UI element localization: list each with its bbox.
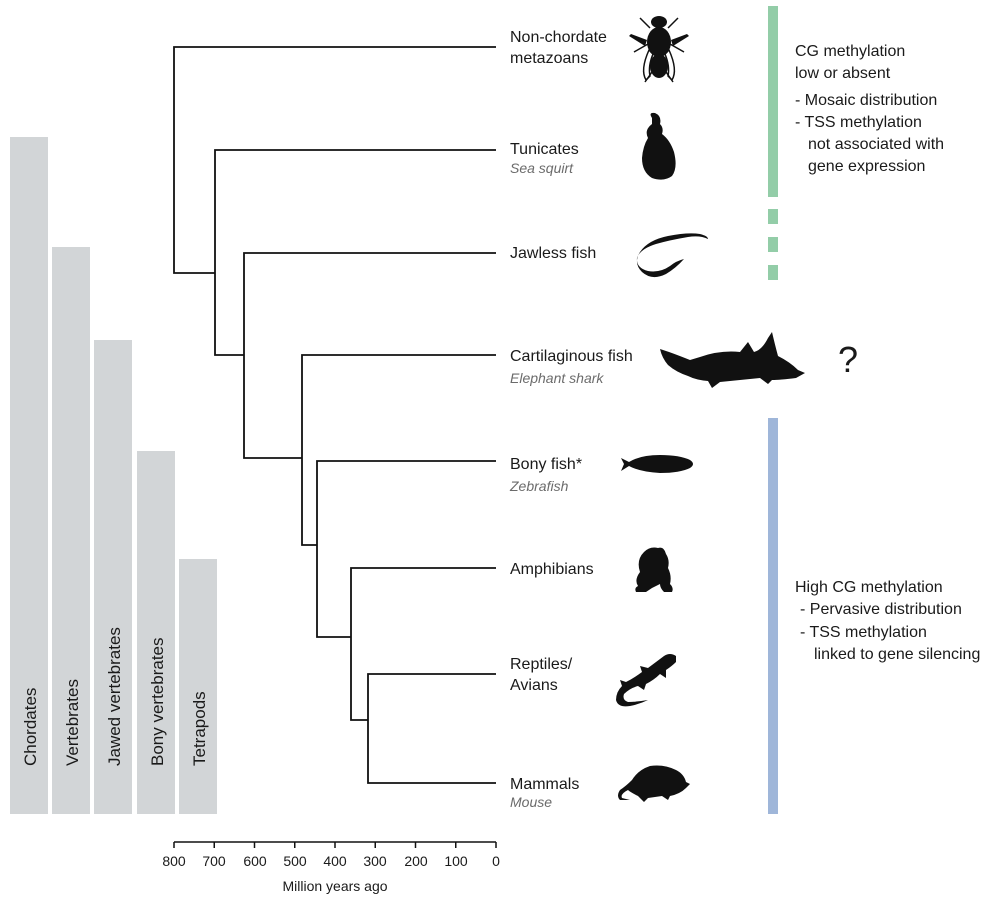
mouse-icon xyxy=(618,765,690,802)
high-note-line1: High CG methylation xyxy=(795,579,943,596)
tick-label-600: 600 xyxy=(243,853,267,869)
low-methylation-bar xyxy=(768,6,778,197)
branch-gnathostomata xyxy=(301,354,496,546)
high-note-line2: - Pervasive distribution xyxy=(800,601,962,618)
taxon-non-chordate-line1: Non-chordate xyxy=(510,29,607,46)
high-methylation-bar xyxy=(768,418,778,814)
clade-label-tetrapods: Tetrapods xyxy=(190,691,209,766)
tick-label-800: 800 xyxy=(162,853,186,869)
clade-label-vertebrates: Vertebrates xyxy=(63,679,82,766)
tick-label-500: 500 xyxy=(283,853,307,869)
taxon-tunicates: Tunicates xyxy=(510,141,579,158)
taxon-labels: Non-chordate metazoans Tunicates Sea squ… xyxy=(509,29,633,810)
tick-label-400: 400 xyxy=(323,853,347,869)
low-note-line3: - Mosaic distribution xyxy=(795,92,937,109)
high-note-line4: linked to gene silencing xyxy=(814,646,980,663)
tick-label-300: 300 xyxy=(363,853,387,869)
common-zebrafish: Zebrafish xyxy=(509,478,569,494)
axis-tick-labels: 800 700 600 500 400 300 200 100 0 xyxy=(162,853,500,869)
high-note-line3: - TSS methylation xyxy=(800,624,927,641)
taxon-cartilaginous-fish: Cartilaginous fish xyxy=(510,348,633,365)
clade-bar-vertebrates xyxy=(52,247,90,814)
taxon-bony-fish: Bony fish* xyxy=(510,456,582,473)
low-note-line5: not associated with xyxy=(808,136,944,153)
shark-icon xyxy=(660,332,805,388)
tick-label-0: 0 xyxy=(492,853,500,869)
low-note-line2: low or absent xyxy=(795,65,891,82)
tick-label-100: 100 xyxy=(444,853,468,869)
clade-label-bony-vertebrates: Bony vertebrates xyxy=(148,637,167,766)
tick-label-700: 700 xyxy=(202,853,226,869)
silhouettes xyxy=(616,16,805,802)
time-axis: 800 700 600 500 400 300 200 100 0 Millio… xyxy=(162,841,500,894)
fly-icon xyxy=(629,16,689,83)
clade-bar-jawed-vertebrates xyxy=(94,340,132,814)
clade-bar-tetrapods xyxy=(179,559,217,814)
low-methylation-dash-3 xyxy=(768,265,778,280)
axis-title: Million years ago xyxy=(282,878,387,894)
clade-bars: Chordates Vertebrates Jawed vertebrates … xyxy=(10,137,217,814)
taxon-jawless-fish: Jawless fish xyxy=(510,245,596,262)
clade-bar-chordates xyxy=(10,137,48,814)
low-methylation-dash-1 xyxy=(768,209,778,224)
common-mouse: Mouse xyxy=(510,794,552,810)
frog-icon xyxy=(635,547,673,592)
common-elephant-shark: Elephant shark xyxy=(510,370,604,386)
clade-bar-bony-vertebrates xyxy=(137,451,175,814)
taxon-non-chordate-line2: metazoans xyxy=(510,50,588,67)
low-note-line6: gene expression xyxy=(808,158,925,175)
tree xyxy=(173,46,496,784)
zebrafish-icon xyxy=(621,455,693,473)
taxon-reptiles-line2: Avians xyxy=(510,677,558,694)
methylation-annotations: CG methylation low or absent - Mosaic di… xyxy=(768,6,980,814)
low-methylation-dash-2 xyxy=(768,237,778,252)
branch-amniota xyxy=(367,673,496,784)
branch-vertebrata xyxy=(243,252,496,459)
taxon-mammals: Mammals xyxy=(510,776,579,793)
low-note-line4: - TSS methylation xyxy=(795,114,922,131)
branch-chordata xyxy=(214,149,496,356)
clade-label-chordates: Chordates xyxy=(21,688,40,766)
lizard-icon xyxy=(616,654,676,707)
common-sea-squirt: Sea squirt xyxy=(510,160,574,176)
branch-osteichthyes xyxy=(316,460,496,638)
branch-tetrapoda xyxy=(350,567,496,721)
branch-metazoa xyxy=(173,46,496,274)
axis-ticks xyxy=(173,842,497,848)
lamprey-icon xyxy=(636,233,708,278)
taxon-amphibians: Amphibians xyxy=(510,561,594,578)
sea-squirt-icon xyxy=(642,112,676,180)
taxon-reptiles-line1: Reptiles/ xyxy=(510,656,573,673)
clade-label-jawed-vertebrates: Jawed vertebrates xyxy=(105,627,124,766)
low-note-line1: CG methylation xyxy=(795,43,905,60)
tick-label-200: 200 xyxy=(404,853,428,869)
unknown-methylation-mark: ? xyxy=(838,339,858,380)
